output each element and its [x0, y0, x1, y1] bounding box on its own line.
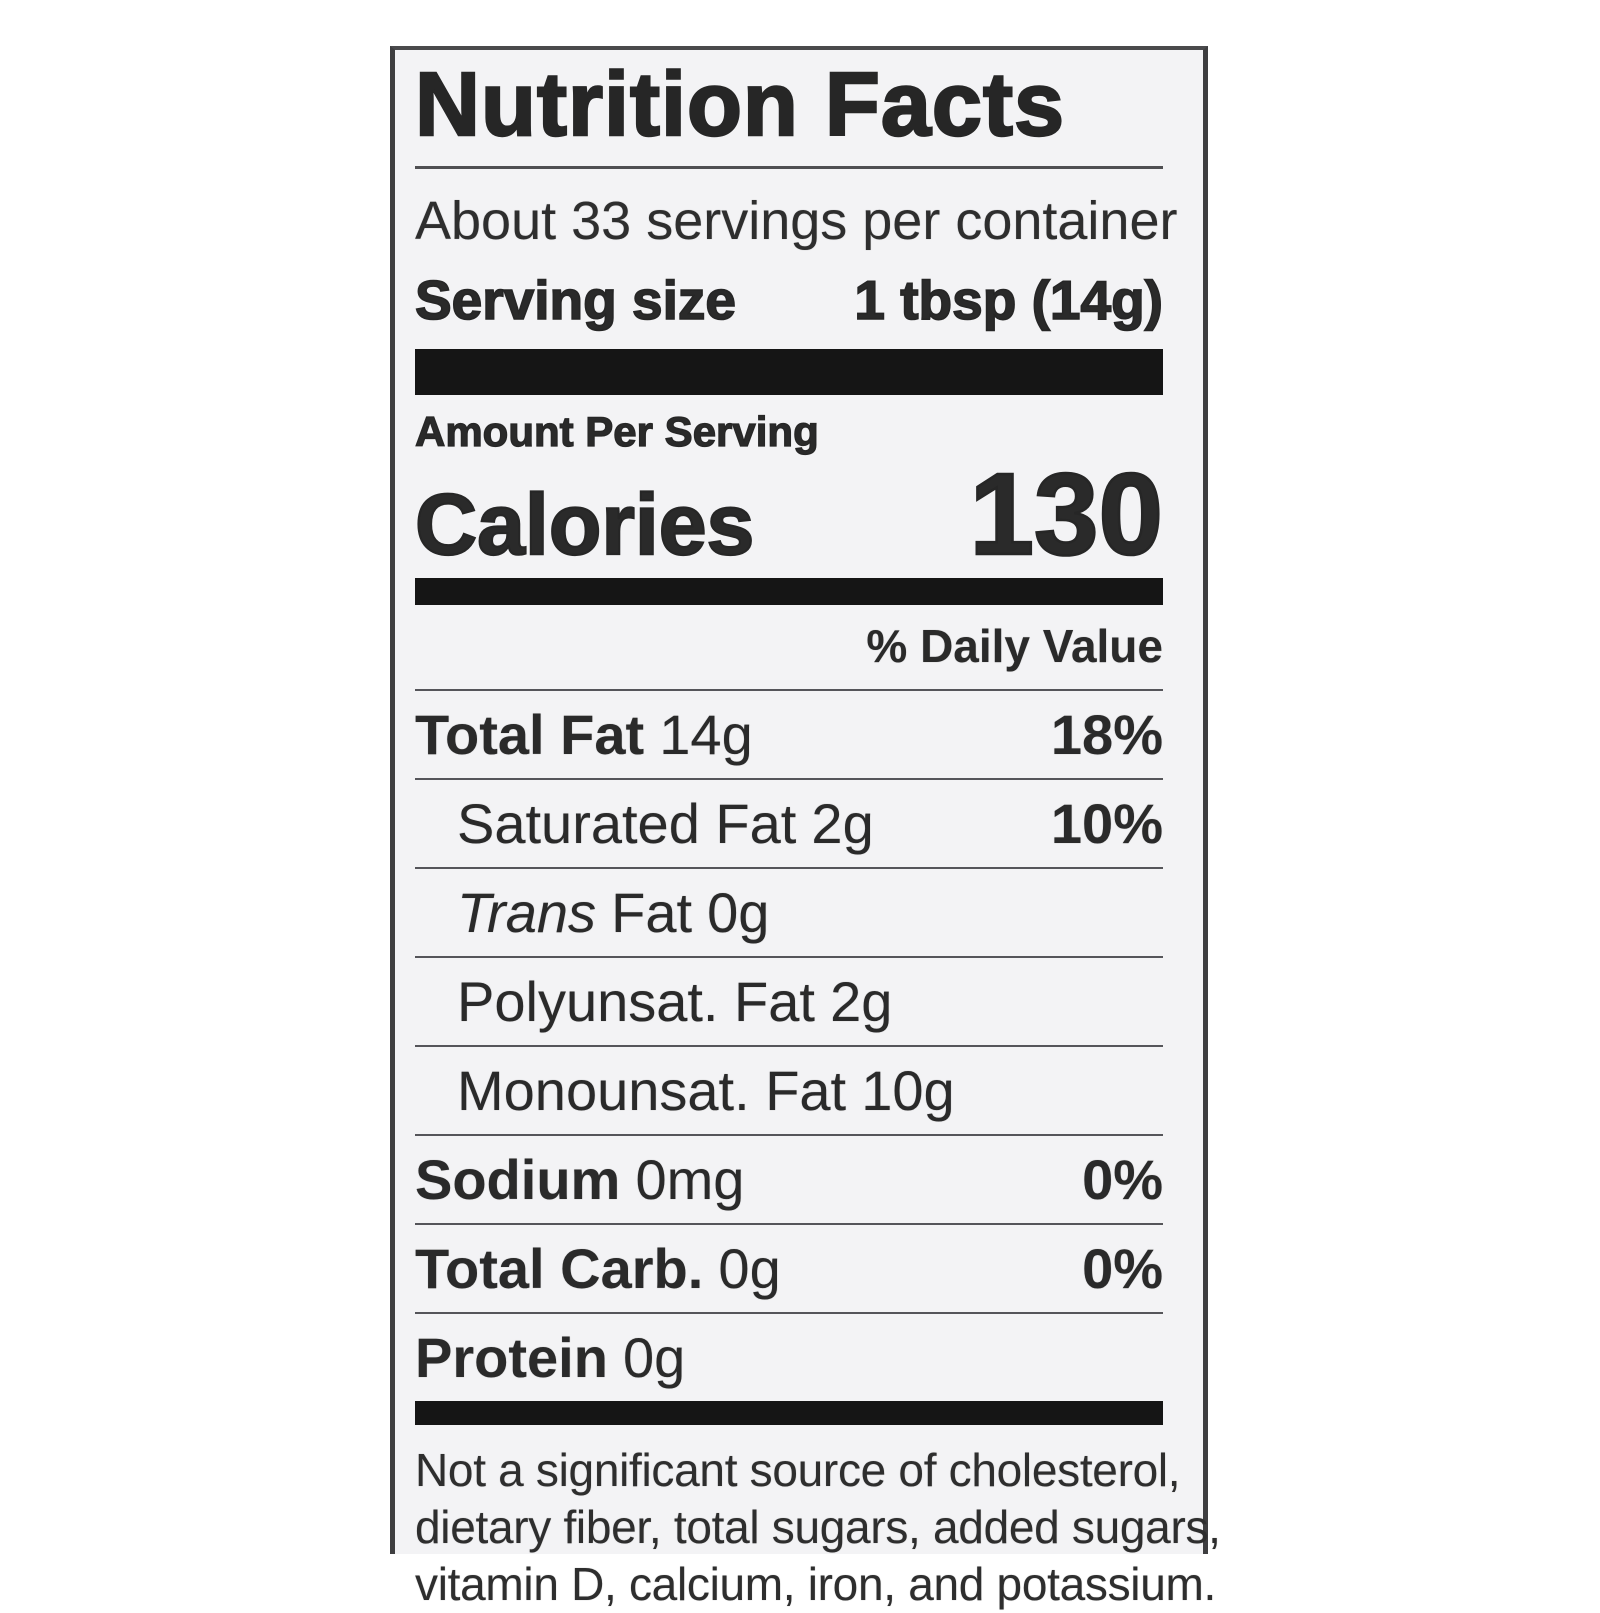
nutrient-name: Sodium: [415, 1147, 621, 1211]
calories-value: 130: [968, 448, 1164, 579]
nutrient-row-saturated-fat: Saturated Fat 2g 10%: [415, 778, 1163, 867]
nutrient-row-polyunsaturated-fat: Polyunsat. Fat 2g: [415, 956, 1163, 1045]
nutrient-name: Protein: [415, 1325, 608, 1389]
label-title: Nutrition Facts: [414, 55, 1066, 155]
thick-divider-top: [415, 348, 1163, 395]
nutrient-name: Total Fat: [415, 702, 645, 766]
footnote-line: Not a significant source of cholesterol,: [415, 1444, 1181, 1497]
nutrient-daily-value: 10%: [1050, 791, 1163, 855]
nutrient-row-monounsaturated-fat: Monounsat. Fat 10g: [415, 1045, 1163, 1134]
calories-label: Calories: [414, 476, 756, 573]
nutrient-name-italic: Trans: [457, 880, 596, 944]
serving-size-row: Serving size 1 tbsp (14g): [414, 269, 1164, 332]
nutrient-amount: 14g: [659, 702, 753, 766]
amount-per-serving: Amount Per Serving: [414, 407, 819, 455]
nutrient-amount: 2g: [811, 791, 874, 855]
daily-value-header: % Daily Value: [866, 620, 1163, 673]
nutrient-daily-value: 18%: [1050, 702, 1163, 766]
nutrition-facts-label: Nutrition Facts About 33 servings per co…: [390, 46, 1221, 1610]
nutrient-row-protein: Protein 0g: [415, 1312, 1163, 1401]
footnote-line: vitamin D, calcium, iron, and potassium.: [415, 1558, 1216, 1611]
serving-size-value: 1 tbsp (14g): [854, 269, 1164, 332]
footnote: Not a significant source of cholesterol,…: [415, 1442, 1221, 1613]
thick-divider-bottom: [415, 1401, 1163, 1426]
nutrient-daily-value: 0%: [1082, 1147, 1163, 1211]
calories-row: Calories 130: [414, 448, 1164, 579]
serving-size-label: Serving size: [414, 269, 737, 332]
nutrient-amount: 10g: [861, 1058, 955, 1122]
title-divider: [415, 166, 1163, 169]
nutrient-amount: 0g: [718, 1236, 781, 1300]
nutrient-amount: 0g: [623, 1325, 686, 1389]
nutrient-row-total-carb: Total Carb. 0g 0%: [415, 1223, 1163, 1312]
servings-per-container: About 33 servings per container: [415, 191, 1178, 251]
nutrient-name: Fat: [611, 880, 693, 944]
nutrient-amount: 0g: [707, 880, 770, 944]
nutrient-row-trans-fat: Trans Fat 0g: [415, 867, 1163, 956]
nutrient-name: Monounsat. Fat: [457, 1058, 847, 1122]
thick-divider-calories: [415, 578, 1163, 606]
footnote-line: dietary fiber, total sugars, added sugar…: [415, 1501, 1221, 1554]
nutrient-amount: 2g: [830, 969, 893, 1033]
nutrient-amount: 0mg: [635, 1147, 745, 1211]
nutrient-name: Total Carb.: [415, 1236, 704, 1300]
nutrient-name: Saturated Fat: [457, 791, 797, 855]
nutrient-row-total-fat: Total Fat 14g 18%: [415, 689, 1163, 778]
nutrient-name: Polyunsat. Fat: [457, 969, 815, 1033]
nutrient-daily-value: 0%: [1082, 1236, 1163, 1300]
nutrient-row-sodium: Sodium 0mg 0%: [415, 1134, 1163, 1223]
